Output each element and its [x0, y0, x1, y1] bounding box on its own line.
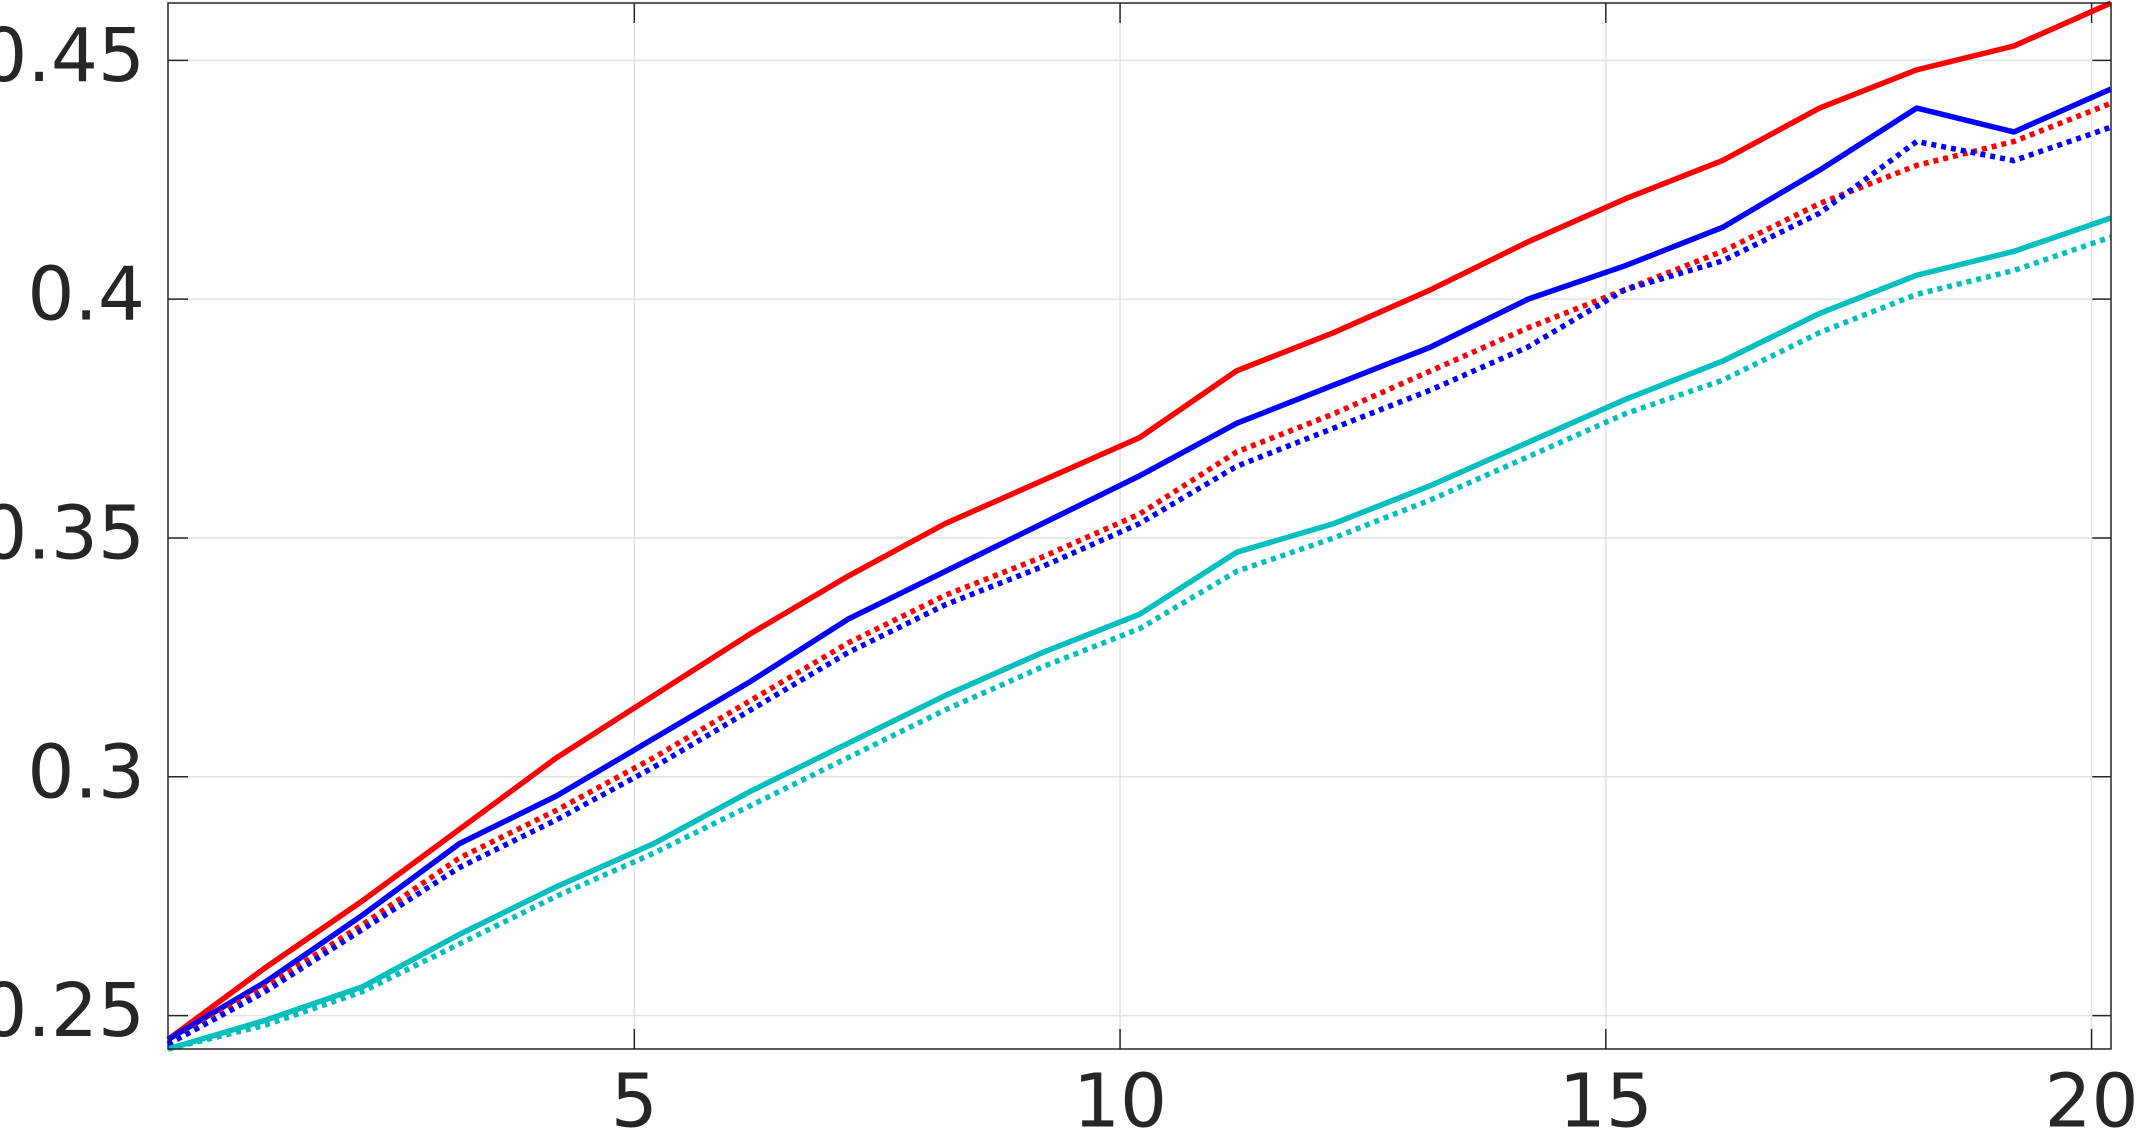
y-tick-label: 0.35	[0, 490, 145, 576]
x-tick-label: 20	[2044, 1059, 2136, 1134]
y-tick-label: 0.25	[0, 968, 145, 1054]
series-line	[166, 0, 2113, 1042]
x-tick-label: 15	[1559, 1059, 1653, 1134]
x-tick-label: 10	[1073, 1059, 1167, 1134]
y-tick-label: 0.45	[0, 13, 145, 99]
series-line	[166, 86, 2113, 1042]
y-tick-label: 0.3	[27, 729, 145, 815]
series-line	[167, 234, 2112, 1052]
series-line	[167, 215, 2112, 1052]
y-tick-label: 0.4	[27, 252, 145, 338]
series-line	[166, 100, 2113, 1047]
plot-frame	[167, 2, 2112, 1050]
x-tick-label: 5	[611, 1059, 658, 1134]
series-line	[166, 124, 2112, 1047]
